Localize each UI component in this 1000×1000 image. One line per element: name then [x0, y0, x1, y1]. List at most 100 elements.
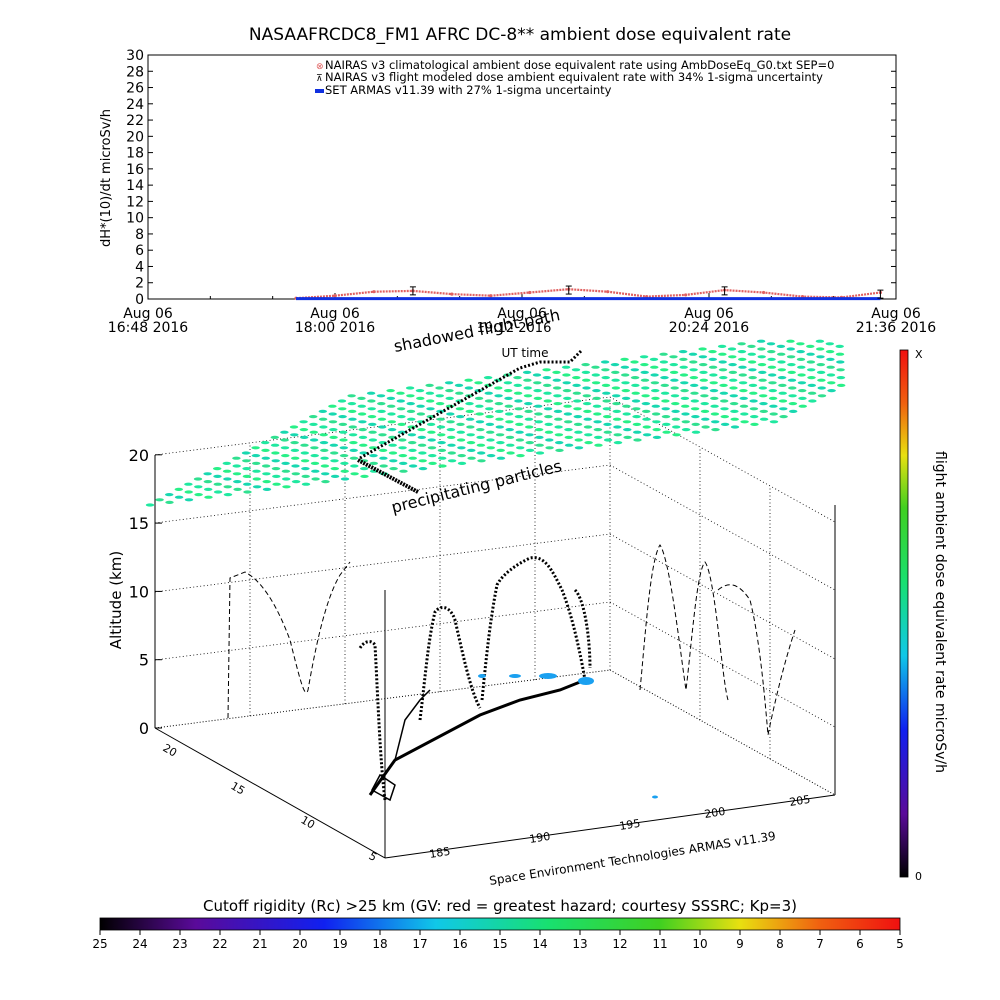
particle-mark: [631, 391, 640, 395]
particle-mark: [435, 386, 444, 390]
bottom-colorbar-tick-label: 10: [692, 937, 707, 951]
particle-mark: [730, 417, 739, 421]
particle-mark: [740, 412, 749, 416]
flight-track-upper-segment: [357, 458, 419, 494]
particle-mark: [310, 446, 319, 450]
bottom-colorbar-ticks: 25 24 23 22 21 20 19 18 17 16 15 14 13 12 11 10 9 8 7 6 5: [92, 930, 904, 951]
particle-mark: [562, 381, 571, 385]
longitude-tick-label: 190: [528, 830, 551, 846]
particle-mark: [591, 373, 600, 377]
particle-mark: [555, 441, 564, 445]
series-nairas-climatological-point: [528, 290, 532, 295]
top-y-tick-label: 30: [126, 48, 144, 64]
particle-mark: [418, 451, 427, 455]
particle-mark: [165, 493, 174, 497]
particle-mark: [349, 456, 359, 460]
latitude-tick-label: 20: [161, 741, 180, 759]
particle-mark: [747, 352, 756, 356]
particle-mark: [330, 467, 339, 471]
particle-mark: [475, 412, 484, 416]
particle-mark: [388, 451, 398, 455]
particle-mark: [435, 402, 445, 406]
particle-mark: [446, 420, 455, 424]
particle-mark: [729, 378, 738, 382]
particle-mark: [767, 357, 776, 361]
particle-mark: [340, 461, 349, 465]
series-nairas-flight-point: [565, 285, 572, 295]
top-y-tick-label: 26: [126, 81, 144, 97]
right-colorbar-label: flight ambient dose equivalent rate micr…: [932, 451, 948, 773]
particle-mark: [670, 386, 679, 390]
series-nairas-climatological-point: [761, 290, 766, 295]
particle-mark: [671, 417, 681, 421]
particle-mark: [494, 386, 503, 390]
particle-mark: [769, 404, 778, 408]
particle-mark: [418, 467, 428, 471]
particle-mark: [641, 394, 650, 398]
particle-mark: [426, 399, 435, 403]
particle-mark: [534, 404, 543, 408]
particle-mark: [495, 409, 504, 413]
particle-mark: [651, 396, 660, 400]
particle-mark: [788, 386, 797, 390]
flight-3d-panel: shadowed flight path 19:12 2016 precipit…: [107, 305, 846, 888]
particle-mark: [660, 376, 669, 380]
particle-mark: [670, 394, 680, 398]
particle-mark: [757, 363, 767, 367]
particle-mark: [347, 402, 357, 406]
particle-mark: [426, 407, 435, 411]
particle-mark: [310, 454, 319, 458]
particle-mark: [523, 394, 533, 398]
particle-mark: [494, 402, 504, 406]
particle-mark: [563, 412, 573, 416]
bottom-colorbar-tick-label: 5: [896, 937, 904, 951]
particle-mark: [670, 378, 679, 382]
particle-mark: [542, 368, 551, 372]
particle-mark: [816, 355, 825, 359]
particle-mark: [330, 474, 340, 478]
particle-mark: [232, 456, 241, 460]
particle-mark: [691, 430, 701, 434]
particle-mark: [737, 342, 746, 346]
bottom-colorbar-tick-label: 24: [132, 937, 147, 951]
particle-mark: [368, 430, 377, 434]
particle-mark: [465, 402, 474, 406]
particle-mark: [757, 347, 766, 351]
particle-mark: [758, 378, 767, 382]
particle-mark: [494, 394, 503, 398]
particle-mark: [552, 386, 562, 390]
particle-mark: [601, 368, 610, 372]
particle-mark: [397, 430, 407, 434]
particle-mark: [729, 402, 739, 406]
ground-track-end: [370, 773, 396, 802]
particle-mark: [416, 404, 425, 408]
particle-mark: [350, 464, 359, 468]
particle-mark: [769, 420, 779, 424]
particle-mark: [290, 433, 299, 437]
particle-mark: [368, 438, 378, 442]
particle-mark: [348, 409, 357, 413]
particle-mark: [477, 459, 486, 463]
particle-mark: [543, 399, 552, 403]
particle-mark: [280, 430, 289, 434]
particle-mark: [309, 438, 319, 442]
particle-mark: [338, 415, 347, 419]
particle-mark: [613, 433, 622, 437]
particle-mark: [555, 448, 564, 452]
particle-mark: [357, 396, 366, 400]
top-y-axis-label: dH*(10)/dt microSv/h: [99, 109, 114, 247]
particle-mark: [416, 412, 426, 416]
particle-mark: [398, 438, 407, 442]
particle-mark: [328, 420, 338, 424]
particle-mark: [369, 446, 378, 450]
particle-mark: [505, 420, 514, 424]
top-x-tick-date: Aug 06: [497, 306, 547, 322]
particle-mark: [701, 425, 710, 429]
particle-mark: [759, 409, 768, 413]
particle-mark: [798, 389, 807, 393]
particle-mark: [603, 422, 612, 426]
particle-mark: [836, 376, 846, 380]
particle-mark: [338, 407, 347, 411]
bottom-colorbar-tick-label: 22: [212, 937, 227, 951]
top-y-tick-label: 12: [126, 194, 144, 210]
